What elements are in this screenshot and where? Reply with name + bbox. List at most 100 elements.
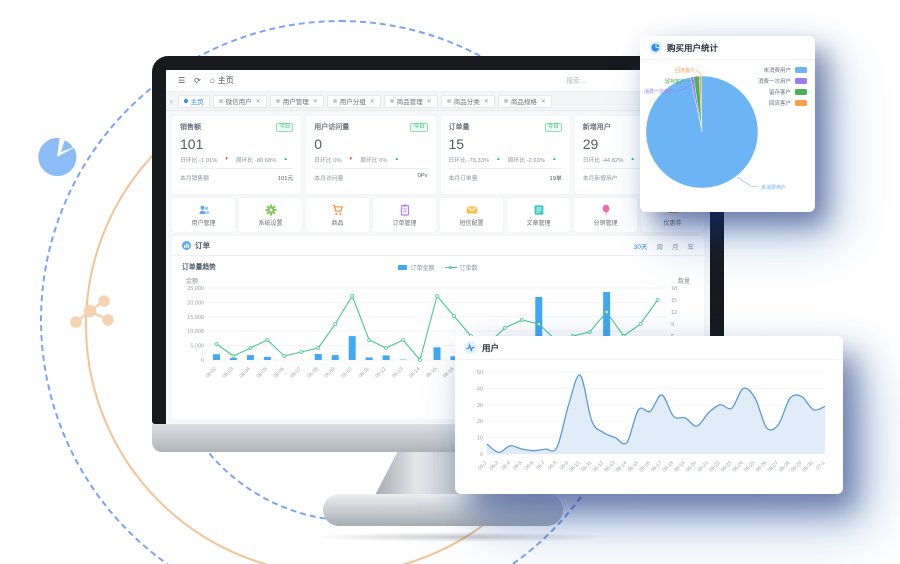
svg-text:40: 40: [477, 386, 483, 392]
stat-footer: 本月新增用户: [582, 176, 618, 182]
legend-item-order-count[interactable]: 订单数: [444, 263, 478, 272]
pie-card-title: 购买用户统计: [667, 42, 719, 53]
user-card-title: 用户: [482, 342, 500, 353]
shortcut-article-manage[interactable]: 文章管理: [507, 198, 570, 232]
dashboard-content: 销售额 今日 101 日环比 -1.01% ▼ 周环比 -80.68% ▲ 本月销售额…: [166, 111, 710, 424]
svg-text:25,000: 25,000: [187, 286, 204, 292]
menu-collapse-icon[interactable]: ☰: [178, 75, 186, 85]
svg-text:06-13: 06-13: [391, 366, 404, 379]
period-month[interactable]: 月: [672, 243, 679, 251]
svg-text:06-20: 06-20: [685, 460, 698, 473]
svg-text:06-4: 06-4: [500, 460, 511, 471]
refresh-icon[interactable]: ⟳: [194, 75, 201, 85]
svg-text:06-14: 06-14: [615, 460, 628, 473]
pulse-line-icon: [464, 341, 477, 354]
tab-close-icon[interactable]: ✕: [426, 98, 432, 105]
monitor-screen: ☰ ⟳ ⌂ 主页 搜索... ‹ 主页 微信用户 ✕ 用户管理 ✕ 用户分组 ✕ 商品管…: [166, 70, 710, 424]
order-chart-subtitle: 订单量趋势: [182, 264, 216, 271]
legend-item-order-amount[interactable]: 订单金额: [398, 263, 435, 272]
search-input[interactable]: 搜索...: [566, 77, 586, 85]
trend-marker: ▲: [552, 156, 557, 162]
tabs-scroll-left-icon[interactable]: ‹: [170, 96, 173, 106]
tab-home[interactable]: 主页: [177, 94, 210, 108]
svg-text:未消费用户: 未消费用户: [761, 184, 786, 191]
purchase-user-stats-card: 购买用户统计 未消费用户 消费一次用户 留存客户 回流客户 未消费用户 消费一次用户 留存…: [640, 36, 815, 212]
svg-text:06-12: 06-12: [374, 366, 387, 379]
open-tabs-bar: ‹ 主页 微信用户 ✕ 用户管理 ✕ 用户分组 ✕ 商品管理 ✕ 商品分类 ✕ 商品规格 ✕: [166, 92, 710, 111]
tab-dot-icon: [218, 99, 223, 103]
pie-legend-item[interactable]: 未消费用户: [758, 66, 807, 74]
shortcut-system-settings[interactable]: 系统设置: [239, 198, 302, 232]
monitor-stand-shadow: [310, 532, 610, 542]
svg-text:06-24: 06-24: [732, 460, 745, 473]
svg-text:06-22: 06-22: [708, 460, 721, 473]
shortcut-sms-config[interactable]: 短信配置: [440, 198, 503, 232]
tab-goods-manage[interactable]: 商品管理 ✕: [383, 94, 438, 108]
shortcut-user-manage[interactable]: 用户管理: [172, 198, 235, 232]
tab-close-icon[interactable]: ✕: [540, 98, 546, 105]
breadcrumb[interactable]: ⌂ 主页: [209, 76, 234, 85]
svg-text:06-16: 06-16: [638, 460, 651, 473]
stat-title: 新增用户: [582, 124, 611, 131]
shortcut-label: 分销管理: [593, 220, 618, 227]
svg-text:06-25: 06-25: [743, 460, 756, 473]
pie-legend-item[interactable]: 留存客户: [758, 88, 807, 96]
trend-marker: ▼: [224, 156, 229, 162]
tab-close-icon[interactable]: ✕: [483, 98, 489, 105]
shortcut-label: 文章管理: [526, 220, 551, 227]
today-badge: 今日: [544, 122, 562, 132]
order-panel-header: 订单 30天 周 月 年: [172, 236, 704, 256]
svg-text:06-05: 06-05: [255, 366, 268, 379]
tab-goods-category[interactable]: 商品分类 ✕: [440, 94, 495, 108]
decor-pie-glyph-icon: [38, 138, 77, 177]
trend-marker: ▲: [496, 156, 501, 162]
tab-user-manage[interactable]: 用户管理 ✕: [269, 94, 324, 108]
tab-dot-icon: [275, 99, 280, 103]
tab-close-icon[interactable]: ✕: [255, 98, 261, 105]
svg-text:15: 15: [671, 298, 677, 304]
shortcut-label: 商品: [331, 220, 344, 227]
svg-text:06-14: 06-14: [408, 366, 421, 379]
tab-user-group[interactable]: 用户分组 ✕: [326, 94, 381, 108]
tab-goods-spec[interactable]: 商品规格 ✕: [497, 94, 552, 108]
pie-legend-item[interactable]: 回流客户: [758, 99, 807, 107]
shortcut-label: 优惠券: [663, 220, 682, 227]
user-card-header: 用户: [455, 336, 843, 360]
svg-text:留存客户: 留存客户: [665, 78, 685, 85]
svg-text:06-13: 06-13: [603, 460, 616, 473]
svg-text:20: 20: [477, 419, 483, 425]
pie-legend-item[interactable]: 消费一次用户: [758, 77, 807, 85]
tab-dot-icon: [446, 99, 451, 103]
decor-molecule-glyph-icon: [70, 295, 114, 328]
svg-text:06-8: 06-8: [547, 460, 558, 471]
tab-close-icon[interactable]: ✕: [369, 98, 375, 105]
stat-compare: 日环比 -73.33% ▲ 周环比 -2.63% ▲: [448, 156, 557, 164]
stat-footer: 本月销售额 101元: [180, 176, 294, 182]
svg-text:10,000: 10,000: [187, 329, 204, 335]
svg-text:12: 12: [671, 310, 677, 316]
svg-text:06-15: 06-15: [425, 366, 438, 379]
tab-wechat-users[interactable]: 微信用户 ✕: [212, 94, 267, 108]
pie-legend-swatch-icon: [795, 100, 807, 106]
tab-dot-icon: [183, 99, 188, 103]
shortcut-goods[interactable]: 商品: [306, 198, 369, 232]
period-year[interactable]: 年: [687, 243, 695, 251]
stat-card-sales: 销售额 今日 101 日环比 -1.01% ▼ 周环比 -80.68% ▲ 本月销售额…: [172, 116, 302, 194]
period-week[interactable]: 周: [656, 243, 664, 251]
shortcut-distribution-manage[interactable]: 分销管理: [574, 198, 637, 232]
shortcut-order-manage[interactable]: 订单管理: [373, 198, 436, 232]
pie-card-header: 购买用户统计: [640, 36, 815, 60]
svg-text:50: 50: [477, 370, 483, 376]
cart-icon: [332, 204, 343, 215]
tab-dot-icon: [389, 99, 394, 103]
tab-close-icon[interactable]: ✕: [312, 98, 318, 105]
svg-text:20,000: 20,000: [187, 300, 204, 306]
stat-footer: 本月订单量 19单: [448, 176, 562, 182]
svg-text:06-17: 06-17: [650, 460, 663, 473]
shortcut-row: 用户管理 系统设置 商品 订单管理: [172, 198, 704, 232]
svg-text:06-6: 06-6: [524, 460, 535, 471]
svg-text:07-1: 07-1: [815, 460, 826, 471]
period-30d[interactable]: 30天: [633, 243, 648, 251]
